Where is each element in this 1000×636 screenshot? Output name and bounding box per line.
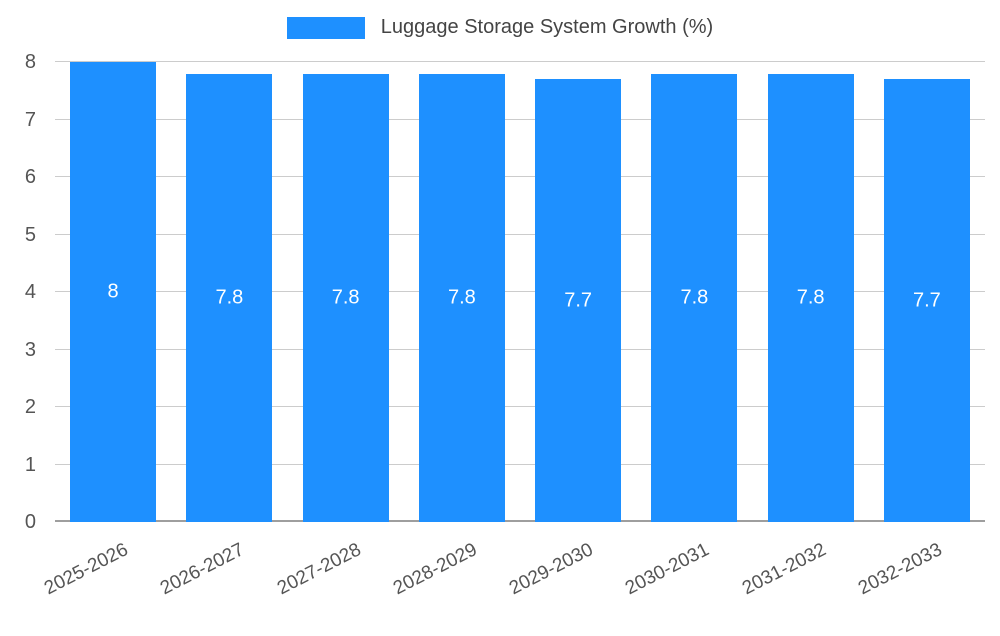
bar-series: 8 7.8 7.8 7.8 7.7 7.8 7.8 7.7 xyxy=(55,62,985,522)
legend-label: Luggage Storage System Growth (%) xyxy=(380,16,714,38)
y-tick-label: 2 xyxy=(24,396,36,418)
bar-2029-2030: 7.7 xyxy=(535,79,622,522)
bar-value-label: 7.8 xyxy=(680,286,709,309)
gridline xyxy=(55,176,985,177)
plot-area: 8 7.8 7.8 7.8 7.7 7.8 7.8 7.7 xyxy=(55,61,985,522)
y-tick-label: 6 xyxy=(24,166,36,188)
bar-slot: 7.7 xyxy=(869,62,985,522)
legend-swatch xyxy=(286,16,365,39)
y-tick-label: 0 xyxy=(24,511,36,533)
bar-slot: 7.8 xyxy=(636,62,752,522)
bar-2025-2026: 8 xyxy=(70,62,157,522)
y-tick-label: 5 xyxy=(24,223,36,246)
bar-value-label: 7.7 xyxy=(564,289,593,312)
gridline xyxy=(55,233,985,235)
y-tick-label: 7 xyxy=(24,108,36,131)
gridline xyxy=(55,61,985,62)
x-axis: 2025-2026 2026-2027 2027-2028 2028-2029 2029… xyxy=(41,524,985,600)
bar-value-label: 7.8 xyxy=(447,286,476,309)
bar-value-label: 7.7 xyxy=(912,289,941,312)
bar-slot: 7.8 xyxy=(288,62,404,522)
y-tick-label: 3 xyxy=(24,338,36,361)
bar-slot: 8 xyxy=(55,62,171,522)
y-tick-label: 4 xyxy=(24,281,36,303)
gridline xyxy=(55,406,985,407)
gridline xyxy=(55,118,985,120)
bar-2030-2031: 7.8 xyxy=(651,73,738,522)
gridline xyxy=(55,291,985,292)
bar-slot: 7.8 xyxy=(404,62,520,522)
bar-value-label: 7.8 xyxy=(796,286,825,309)
bar-slot: 7.7 xyxy=(520,62,636,522)
bar-2032-2033: 7.7 xyxy=(883,79,970,522)
bar-2031-2032: 7.8 xyxy=(767,73,854,522)
gridline xyxy=(55,463,985,465)
bar-2027-2028: 7.8 xyxy=(302,73,389,522)
x-axis-baseline xyxy=(55,520,985,522)
chart-legend: Luggage Storage System Growth (%) xyxy=(0,16,1000,39)
bar-2028-2029: 7.8 xyxy=(418,73,505,522)
y-tick-label: 8 xyxy=(24,51,36,73)
y-tick-label: 1 xyxy=(24,453,36,476)
y-axis: 0 1 2 3 4 5 6 7 8 xyxy=(0,52,46,532)
gridline xyxy=(55,348,985,350)
bar-slot: 7.8 xyxy=(753,62,869,522)
bar-value-label: 7.8 xyxy=(215,286,244,309)
bar-slot: 7.8 xyxy=(171,62,287,522)
bar-2026-2027: 7.8 xyxy=(186,73,273,522)
bar-value-label: 8 xyxy=(107,280,119,303)
bar-value-label: 7.8 xyxy=(331,286,360,309)
